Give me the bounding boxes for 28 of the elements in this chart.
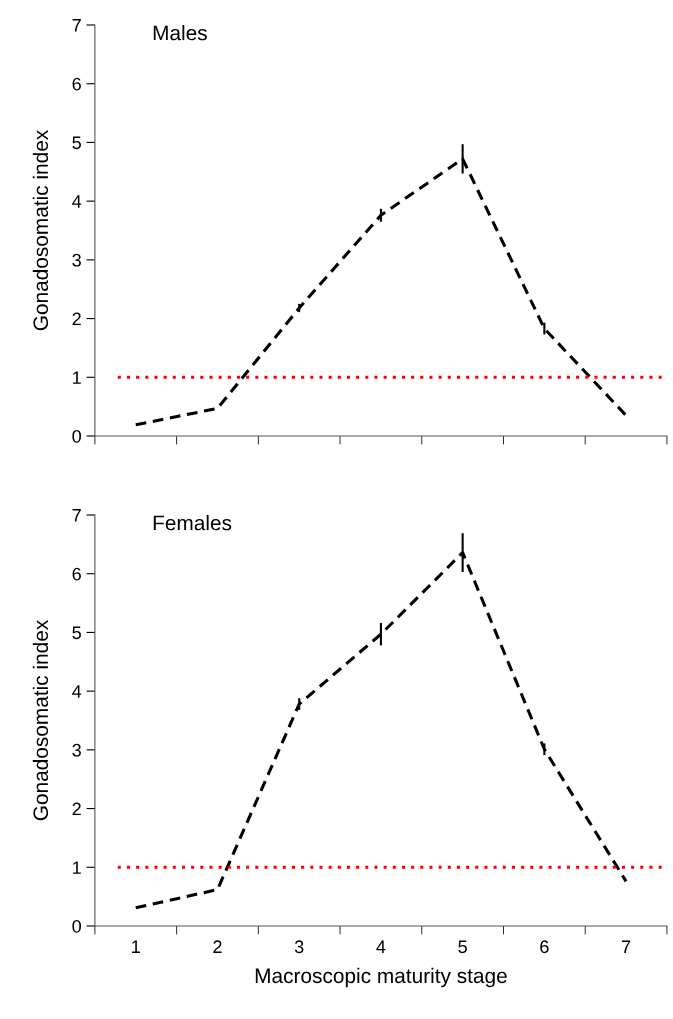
y-tick-label: 1 bbox=[73, 371, 81, 384]
y-tick-label: 1 bbox=[73, 861, 81, 874]
y-tick-label: 0 bbox=[72, 919, 81, 933]
x-tick-label: 7 bbox=[621, 940, 631, 953]
y-tick-label: 4 bbox=[72, 195, 82, 208]
x-tick-label: 4 bbox=[376, 940, 386, 953]
x-tick-label: 3 bbox=[294, 940, 304, 954]
y-tick-label: 5 bbox=[72, 626, 81, 640]
x-axis-title: Macroscopic maturity stage bbox=[255, 967, 507, 988]
y-axis-title: Gonadosomatic index bbox=[32, 619, 49, 821]
x-tick-label: 6 bbox=[540, 940, 549, 954]
y-tick-label: 5 bbox=[72, 136, 81, 150]
y-tick-label: 2 bbox=[72, 802, 81, 816]
y-tick-label: 3 bbox=[72, 743, 81, 757]
y-tick-label: 0 bbox=[72, 429, 81, 443]
y-tick-label: 7 bbox=[72, 509, 81, 522]
y-tick-label: 7 bbox=[72, 19, 81, 32]
x-tick-label: 2 bbox=[213, 940, 222, 953]
y-tick-label: 4 bbox=[72, 685, 82, 698]
y-tick-label: 6 bbox=[72, 567, 81, 581]
y-axis-title: Gonadosomatic index bbox=[32, 129, 49, 331]
x-tick-label: 5 bbox=[458, 940, 467, 954]
x-tick-label: 1 bbox=[132, 940, 140, 953]
y-tick-label: 2 bbox=[72, 312, 81, 326]
chart-title: Females bbox=[153, 515, 232, 531]
y-tick-label: 6 bbox=[72, 77, 81, 91]
y-tick-label: 3 bbox=[72, 253, 81, 267]
chart-title: Males bbox=[153, 25, 207, 41]
